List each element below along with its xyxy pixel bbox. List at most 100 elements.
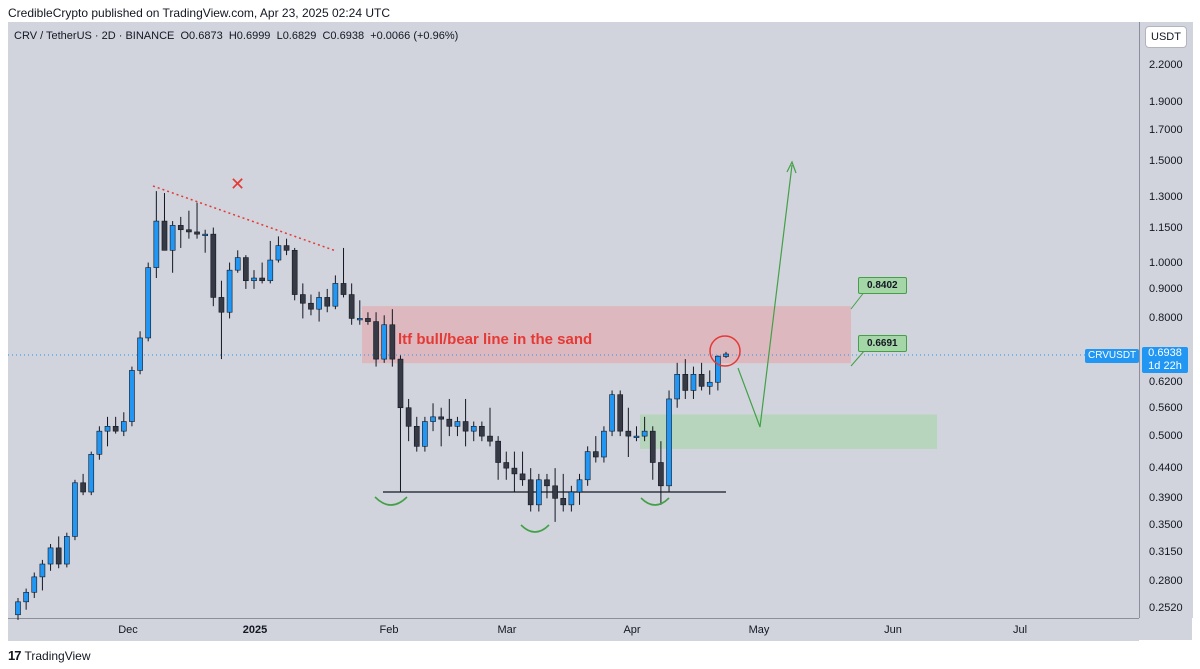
price-tick-label: 0.3150 bbox=[1149, 545, 1183, 558]
price-tick-label: 0.3500 bbox=[1149, 519, 1183, 532]
low-value: 0.6829 bbox=[282, 30, 317, 42]
level-leader-high bbox=[850, 290, 866, 310]
candle-body bbox=[112, 425, 119, 432]
candle-body bbox=[649, 430, 656, 463]
price-tick-label: 0.5600 bbox=[1149, 401, 1183, 414]
level-tag-low: 0.6691 bbox=[858, 335, 907, 352]
candle-body bbox=[365, 318, 371, 322]
change-value: +0.0066 (+0.96%) bbox=[370, 30, 459, 42]
price-tick-label: 1.7000 bbox=[1149, 123, 1183, 136]
candle-body bbox=[275, 245, 282, 261]
high-label: H bbox=[228, 30, 237, 42]
time-tick-label: Jul bbox=[1012, 624, 1028, 636]
candle-body bbox=[283, 245, 290, 251]
candle-body bbox=[584, 451, 591, 481]
candle-body bbox=[120, 421, 127, 432]
footer-brand: TradingView bbox=[24, 648, 91, 663]
candle-body bbox=[31, 576, 38, 593]
price-tick-label: 2.2000 bbox=[1149, 59, 1183, 72]
time-tick-label: Apr bbox=[623, 624, 641, 636]
candle-body bbox=[658, 462, 664, 487]
price-tick-label: 1.0000 bbox=[1149, 256, 1183, 269]
cross-mark-icon: ✕ bbox=[230, 174, 246, 194]
candle-body bbox=[316, 297, 322, 310]
candle-body bbox=[39, 563, 46, 578]
candle-body bbox=[438, 416, 444, 420]
candle-body bbox=[348, 294, 355, 319]
candle-body bbox=[641, 430, 648, 437]
price-axis[interactable] bbox=[1139, 22, 1193, 618]
close-label: C bbox=[322, 30, 331, 42]
candle-body bbox=[487, 435, 493, 442]
candle-body bbox=[332, 283, 339, 307]
projection-path bbox=[737, 164, 793, 428]
candle-body bbox=[544, 479, 550, 487]
candle-body bbox=[340, 283, 347, 295]
candle-body bbox=[88, 453, 95, 493]
candle-body bbox=[373, 321, 379, 360]
open-label: O bbox=[180, 30, 190, 42]
time-axis[interactable] bbox=[8, 618, 1139, 641]
candle-body bbox=[462, 421, 469, 432]
candle-body bbox=[80, 482, 86, 493]
candle-body bbox=[592, 451, 599, 458]
price-tick-label: 0.5000 bbox=[1149, 430, 1183, 443]
low-label: L bbox=[276, 30, 283, 42]
footer-branding[interactable]: 17 TradingView bbox=[8, 648, 91, 663]
time-tick-label: Feb bbox=[379, 624, 399, 636]
time-tick-label: May bbox=[748, 624, 770, 636]
candle-body bbox=[698, 373, 705, 387]
candle-body bbox=[576, 479, 583, 493]
candle-body bbox=[527, 479, 534, 506]
candle-body bbox=[617, 394, 624, 432]
candle-body bbox=[267, 259, 274, 282]
candle-body bbox=[413, 425, 420, 447]
candle-body bbox=[723, 353, 729, 357]
currency-button[interactable]: USDT bbox=[1145, 26, 1187, 48]
candle-body bbox=[479, 425, 485, 437]
candle-body bbox=[430, 416, 436, 422]
candle-body bbox=[55, 547, 62, 565]
candle-body bbox=[169, 225, 176, 251]
candle-body bbox=[104, 425, 111, 432]
candle-body bbox=[625, 430, 632, 437]
candle-body bbox=[161, 220, 168, 251]
price-tick-label: 0.8000 bbox=[1149, 312, 1183, 325]
price-tick-label: 0.3900 bbox=[1149, 492, 1183, 505]
projection-arrowhead-icon bbox=[786, 160, 797, 174]
candle-body bbox=[145, 267, 152, 339]
symbol-legend[interactable]: CRV / TetherUS · 2D · BINANCE O0.6873 H0… bbox=[14, 30, 458, 42]
candle-body bbox=[300, 294, 306, 304]
price-tick-label: 0.4400 bbox=[1149, 462, 1183, 475]
candle-body bbox=[308, 302, 314, 310]
candle-body bbox=[633, 435, 640, 438]
bar-countdown: 1d 22h bbox=[1148, 360, 1182, 372]
candle-body bbox=[454, 421, 461, 427]
zone-label: ltf bull/bear line in the sand bbox=[398, 331, 593, 348]
candle-body bbox=[706, 381, 713, 387]
level-leader-low bbox=[850, 349, 866, 367]
candle-body bbox=[552, 485, 558, 499]
candle-body bbox=[202, 233, 208, 236]
candle-body bbox=[560, 498, 567, 506]
candle-body bbox=[218, 297, 225, 313]
candle-body bbox=[519, 473, 526, 481]
candle-body bbox=[137, 337, 143, 371]
symbol-name[interactable]: CRV / TetherUS · 2D · BINANCE bbox=[14, 30, 175, 42]
candle-body bbox=[64, 536, 70, 565]
publish-header: CredibleCrypto published on TradingView.… bbox=[8, 6, 391, 20]
price-tick-label: 0.6200 bbox=[1149, 376, 1183, 389]
price-tick-label: 0.9000 bbox=[1149, 282, 1183, 295]
candle-body bbox=[186, 229, 192, 233]
candle-body bbox=[23, 591, 29, 603]
price-tick-label: 1.5000 bbox=[1149, 155, 1183, 167]
current-price-tag: 0.6938 1d 22h bbox=[1142, 347, 1188, 373]
candle-body bbox=[568, 491, 575, 506]
candle-body bbox=[356, 318, 363, 321]
candle-body bbox=[72, 482, 78, 537]
candle-body bbox=[129, 370, 135, 422]
price-tick-label: 0.2800 bbox=[1149, 575, 1183, 588]
candle-body bbox=[609, 394, 615, 432]
price-tick-label: 1.9000 bbox=[1149, 95, 1183, 108]
